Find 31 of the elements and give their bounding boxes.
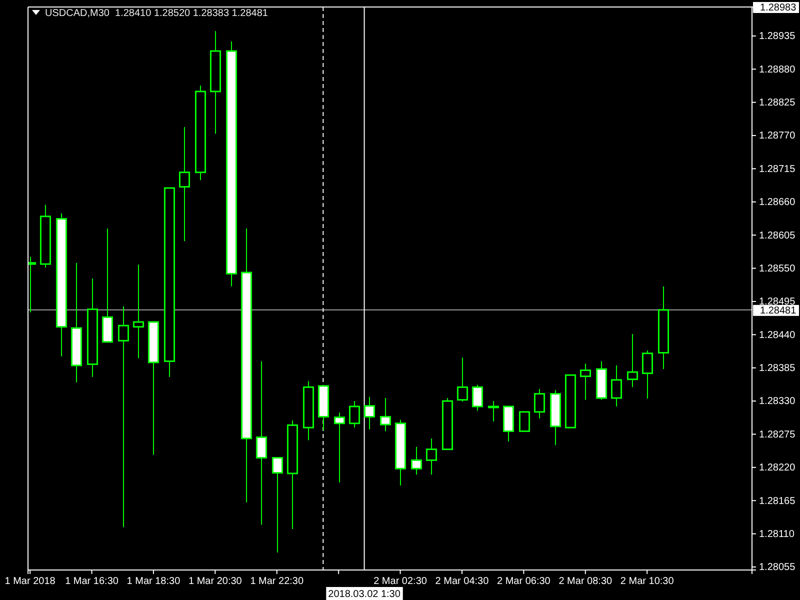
y-tick-label: 1.28165 bbox=[759, 496, 796, 507]
chart-title: USDCAD,M30 1.28410 1.28520 1.28383 1.28481 bbox=[45, 8, 268, 19]
y-tick-label: 1.28110 bbox=[759, 528, 795, 540]
y-tick-label: 1.28385 bbox=[759, 363, 796, 374]
x-tick-label: 2 Mar 08:30 bbox=[558, 576, 613, 588]
y-tick-label: 1.28660 bbox=[759, 197, 796, 208]
y-tick-label: 1.28715 bbox=[759, 164, 796, 175]
y-tick-label: 1.28440 bbox=[759, 330, 796, 341]
y-tick-label: 1.28055 bbox=[759, 562, 796, 574]
x-tick-label: 2 Mar 02:30 bbox=[374, 576, 428, 588]
x-tick-label: 1 Mar 2018 bbox=[4, 576, 56, 588]
x-tick-label: 1 Mar 16:30 bbox=[65, 576, 119, 588]
y-tick-label: 1.28935 bbox=[759, 31, 796, 42]
x-tick-label: 1 Mar 18:30 bbox=[126, 576, 181, 588]
y-tick-label: 1.28825 bbox=[759, 98, 796, 109]
y-tick-label: 1.28880 bbox=[759, 64, 796, 76]
x-tick-label: 2 Mar 04:30 bbox=[435, 576, 490, 588]
y-tick-label: 1.28605 bbox=[759, 230, 796, 242]
x-tick-label: 1 Mar 20:30 bbox=[188, 576, 242, 588]
y-tick-label: 1.28275 bbox=[759, 429, 796, 440]
x-tick-label: 2 Mar 10:30 bbox=[620, 576, 674, 588]
ref-line-label: 1.28983 bbox=[760, 2, 797, 14]
ref-line-label: 2018.03.02 1:30 bbox=[328, 589, 401, 600]
y-tick-label: 1.28550 bbox=[759, 263, 796, 274]
x-tick-label: 1 Mar 22:30 bbox=[250, 576, 304, 588]
y-tick-label: 1.28220 bbox=[759, 462, 796, 474]
x-tick-label: 2 Mar 06:30 bbox=[497, 576, 551, 588]
y-tick-label: 1.28770 bbox=[759, 130, 796, 142]
ref-line-label: 1.28481 bbox=[760, 305, 797, 316]
y-tick-label: 1.28330 bbox=[759, 396, 796, 408]
y-tick-label: 1.28495 bbox=[759, 296, 796, 308]
